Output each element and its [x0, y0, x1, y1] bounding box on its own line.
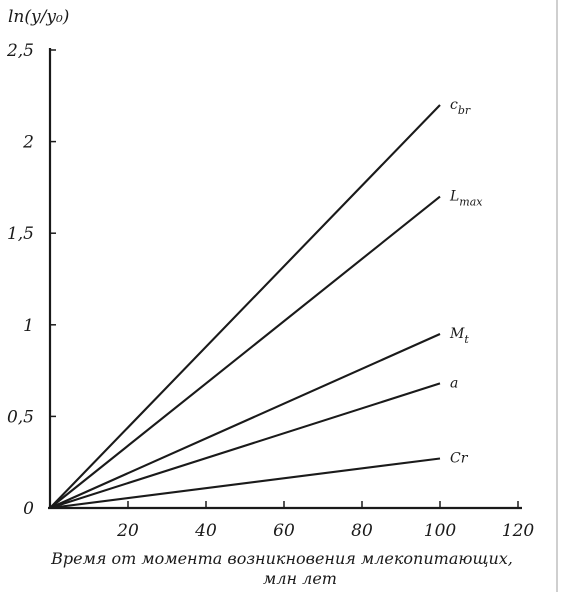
y-axis-title: ln(y/y₀)	[8, 7, 69, 27]
series-label-c_br: cbr	[450, 97, 471, 117]
x-tick-label: 20	[116, 521, 139, 541]
series-line-Cr	[49, 457, 441, 510]
x-axis-title-line-2: млн лет	[263, 569, 337, 588]
tick-labels: 0 0,5 1 1,5 2 2,5 20 40 60 80 100 120	[6, 41, 534, 541]
x-tick-label: 40	[194, 521, 217, 541]
x-tick-label: 60	[273, 521, 295, 541]
axis-titles: ln(y/y₀) Время от момента возникновения м…	[8, 7, 513, 588]
x-tick-label: 80	[351, 521, 373, 541]
series-lines	[49, 104, 441, 510]
series-line-L_max	[49, 195, 441, 509]
x-tick-label: 100	[424, 521, 457, 541]
axes	[48, 48, 522, 510]
series-labels: cbr Lmax Mt a Cr	[449, 97, 483, 467]
series-label-a: a	[450, 375, 458, 391]
series-label-Cr: Cr	[450, 451, 469, 467]
y-tick-label: 0	[23, 499, 34, 519]
y-tick-label: 1,5	[7, 224, 34, 244]
x-axis-title-line-1: Время от момента возникновения млекопита…	[50, 549, 513, 568]
y-tick-label: 2	[22, 133, 34, 153]
series-line-M_t	[49, 333, 441, 509]
series-label-L_max: Lmax	[449, 189, 483, 209]
page-edge	[556, 0, 558, 592]
series-line-a	[49, 382, 441, 510]
series-label-M_t: Mt	[449, 326, 469, 346]
series-line-c_br	[49, 104, 441, 509]
y-tick-label: 1	[23, 316, 34, 336]
x-tick-label: 120	[502, 521, 535, 541]
y-tick-label: 2,5	[6, 41, 34, 61]
y-tick-label: 0,5	[7, 407, 34, 427]
